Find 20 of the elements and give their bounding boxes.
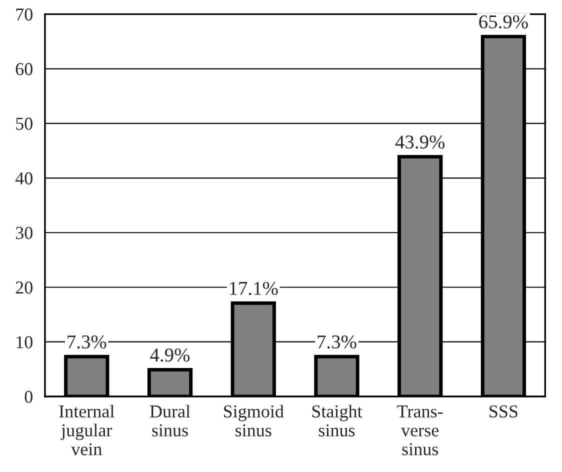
x-tick-label: Internal jugular vein bbox=[59, 404, 114, 456]
y-tick-label: 60 bbox=[16, 63, 32, 76]
y-tick-label: 40 bbox=[15, 172, 32, 184]
x-tick-label: Trans- verse sinus bbox=[397, 406, 443, 456]
y-tick-label: 10 bbox=[16, 336, 32, 348]
data-label: 7.3% bbox=[68, 335, 106, 349]
data-label: 65.9% bbox=[479, 15, 528, 29]
data-label: 17.1% bbox=[230, 282, 278, 296]
y-tick-label: 50 bbox=[16, 118, 32, 130]
x-tick-label: Dural sinus bbox=[150, 404, 190, 436]
y-tick-label: 70 bbox=[16, 8, 32, 21]
data-label: 7.3% bbox=[318, 335, 356, 349]
x-tick-label: SSS bbox=[490, 405, 518, 418]
data-label: 43.9% bbox=[395, 135, 445, 149]
data-label: 4.9% bbox=[150, 348, 190, 362]
y-tick-label: 0 bbox=[24, 390, 32, 403]
y-tick-label: 20 bbox=[16, 282, 32, 294]
x-tick-label: Staight sinus bbox=[312, 404, 362, 436]
x-tick-label: Sigmoid sinus bbox=[224, 404, 284, 436]
y-tick-label: 30 bbox=[16, 226, 32, 240]
